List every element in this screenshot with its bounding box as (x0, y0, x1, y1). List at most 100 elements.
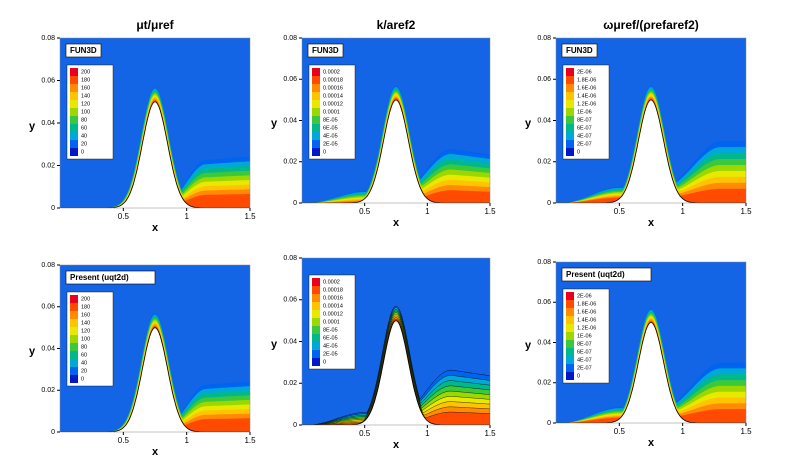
x-tick-label: 0.5 (359, 207, 371, 216)
colorbar-swatch (566, 140, 574, 148)
x-tick-label: 1 (184, 436, 189, 445)
x-tick-label: 1 (680, 427, 685, 436)
colorbar-swatch (70, 303, 78, 311)
colorbar-label: 0 (81, 376, 84, 382)
colorbar-swatch (566, 124, 574, 132)
colorbar-label: 1.6E-06 (577, 309, 596, 315)
colorbar-swatch (70, 359, 78, 367)
colorbar-label: 8E-07 (577, 341, 592, 347)
colorbar-label: 100 (81, 109, 90, 115)
colorbar-label: 80 (81, 344, 87, 350)
source-label: FUN3D (70, 46, 97, 55)
colorbar-swatch (566, 116, 574, 124)
colorbar-swatch (566, 76, 574, 84)
colorbar-swatch (70, 351, 78, 359)
colorbar-swatch (566, 148, 574, 156)
colorbar-swatch (70, 108, 78, 116)
y-axis-label: y (29, 346, 36, 358)
colorbar-label: 60 (81, 125, 87, 131)
y-tick-label: 0.04 (537, 117, 551, 124)
x-tick-label: 1 (425, 207, 430, 216)
colorbar-swatch (312, 92, 320, 100)
y-tick-label: 0.08 (537, 259, 551, 266)
colorbar-label: 1E-06 (577, 109, 592, 115)
y-tick-label: 0.04 (41, 345, 55, 352)
y-tick-label: 0 (293, 200, 297, 207)
colorbar-swatch (70, 148, 78, 156)
colorbar-swatch (70, 140, 78, 148)
colorbar-swatch (566, 372, 574, 380)
colorbar-label: 6E-07 (577, 125, 592, 131)
colorbar-label: 4E-07 (577, 133, 592, 139)
colorbar-swatch (312, 140, 320, 148)
colorbar-label: 1.6E-06 (577, 85, 596, 91)
x-tick-label: 0.5 (118, 212, 130, 221)
colorbar-swatch (312, 350, 320, 358)
colorbar-label: 6E-05 (323, 125, 338, 131)
colorbar-swatch (70, 311, 78, 319)
colorbar-label: 80 (81, 117, 87, 123)
y-tick-label: 0.08 (41, 35, 55, 42)
colorbar-swatch (566, 308, 574, 316)
source-label-box (561, 43, 598, 58)
y-tick-label: 0.02 (283, 380, 297, 387)
plot-area (60, 265, 250, 432)
colorbar-swatch (312, 124, 320, 132)
colorbar-swatch (566, 340, 574, 348)
colorbar-label: 0.00018 (323, 287, 343, 293)
colorbar-label: 160 (81, 312, 90, 318)
colorbar-swatch (70, 367, 78, 375)
body-surface (556, 99, 746, 203)
colorbar-swatch (312, 302, 320, 310)
y-tick-label: 0 (51, 205, 55, 212)
colorbar-swatch (566, 348, 574, 356)
colorbar-swatch (566, 92, 574, 100)
colorbar-swatch (312, 334, 320, 342)
source-label-box (65, 270, 156, 285)
colorbar-label: 200 (81, 69, 90, 75)
y-axis-label: y (525, 340, 532, 352)
colorbar-swatch (566, 324, 574, 332)
x-tick-label: 1.5 (740, 207, 752, 216)
source-label-box (561, 267, 652, 282)
colorbar-label: 0.0001 (323, 319, 340, 325)
colorbar-swatch (312, 132, 320, 140)
x-axis-label: x (393, 217, 400, 229)
colorbar-label: 1.4E-06 (577, 317, 596, 323)
colorbar-swatch (70, 92, 78, 100)
colorbar-label: 8E-05 (323, 327, 338, 333)
y-tick-label: 0.06 (283, 297, 297, 304)
colorbar-label: 40 (81, 133, 87, 139)
plot-title: k/aref2 (377, 18, 416, 32)
colorbar-swatch (566, 364, 574, 372)
colorbar-swatch (312, 342, 320, 350)
y-tick-label: 0 (293, 422, 297, 429)
x-axis-label: x (152, 446, 159, 458)
colorbar-label: 0 (323, 149, 326, 155)
colorbar-label: 4E-07 (577, 357, 592, 363)
y-axis-label: y (525, 118, 532, 130)
y-tick-label: 0 (547, 420, 551, 427)
colorbar-label: 200 (81, 296, 90, 302)
colorbar-label: 0.0001 (323, 109, 340, 115)
y-tick-label: 0.04 (283, 338, 297, 345)
plot-title: μt/μref (136, 18, 174, 32)
y-tick-label: 0.02 (537, 380, 551, 387)
colorbar-label: 0 (577, 373, 580, 379)
colorbar-label: 140 (81, 320, 90, 326)
y-tick-label: 0.02 (41, 387, 55, 394)
y-axis-label: y (29, 120, 36, 132)
colorbar-swatch (566, 68, 574, 76)
colorbar-label: 0.00016 (323, 295, 343, 301)
colorbar-label: 2E-06 (577, 69, 592, 75)
body-surface (302, 99, 490, 203)
colorbar-label: 6E-07 (577, 349, 592, 355)
colorbar-label: 2E-06 (577, 293, 592, 299)
y-tick-label: 0.08 (537, 35, 551, 42)
y-axis-label: y (271, 339, 278, 351)
y-tick-label: 0.08 (41, 262, 55, 269)
x-tick-label: 1.5 (484, 429, 496, 438)
colorbar-swatch (70, 68, 78, 76)
colorbar-label: 0.00012 (323, 101, 343, 107)
